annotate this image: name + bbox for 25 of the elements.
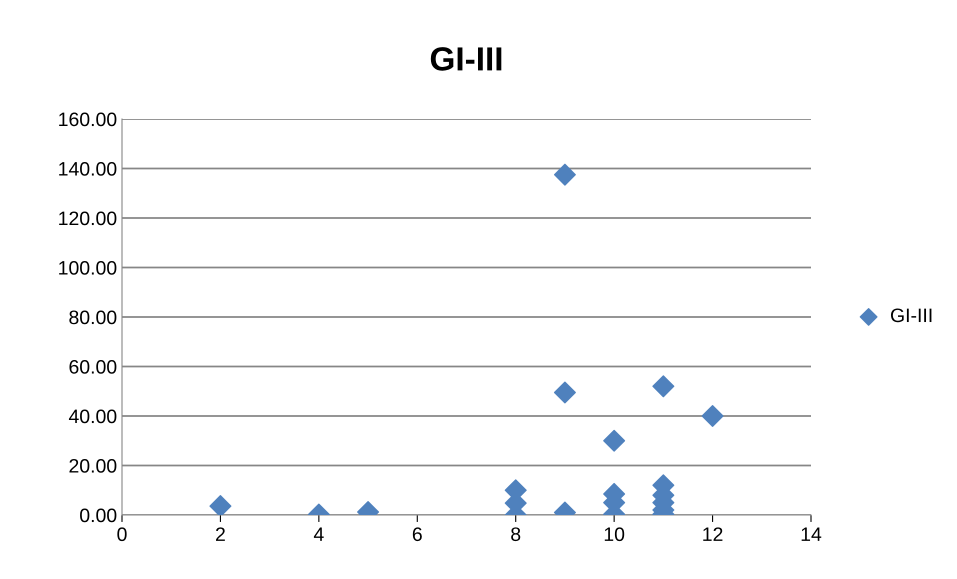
point <box>554 164 576 186</box>
y-tick-label: 160.00 <box>59 112 116 126</box>
y-tick-label: 140.00 <box>59 162 116 176</box>
y-tick-label: 20.00 <box>69 458 116 473</box>
x-tick-label: 0 <box>117 527 127 542</box>
y-tick-label: 120.00 <box>59 211 116 226</box>
x-tick-label: 8 <box>511 527 520 542</box>
y-tick-label: 0.00 <box>80 508 116 522</box>
chart-title: GI-III <box>430 47 502 71</box>
y-tick-label: 40.00 <box>68 409 116 424</box>
y-tick-label: 60.00 <box>69 360 116 374</box>
point <box>652 375 674 398</box>
point <box>209 495 232 515</box>
x-tick-label: 12 <box>703 527 722 541</box>
point <box>603 430 626 452</box>
y-tick-label: 80.00 <box>69 310 116 324</box>
x-tick-label: 6 <box>412 527 422 542</box>
point <box>702 405 724 427</box>
x-tick-label: 4 <box>314 528 324 541</box>
x-tick-label: 2 <box>216 527 225 541</box>
x-tick-label: 10 <box>604 527 624 542</box>
y-tick-label: 100.00 <box>59 260 116 275</box>
x-tick-label: 14 <box>802 528 822 541</box>
point <box>554 381 576 404</box>
legend-label: GI-III <box>890 308 932 322</box>
